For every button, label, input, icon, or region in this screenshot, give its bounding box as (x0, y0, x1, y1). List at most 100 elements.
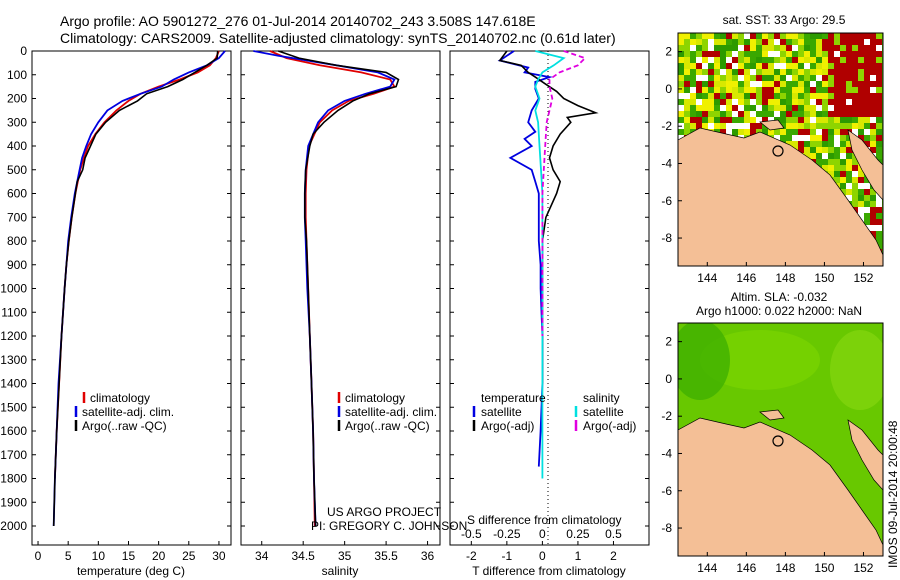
sst-cell (786, 81, 792, 87)
sst-cell (798, 87, 804, 93)
sst-cell (852, 189, 858, 195)
sst-cell (822, 81, 828, 87)
sst-cell (804, 57, 810, 63)
sst-cell (774, 81, 780, 87)
sst-cell (678, 69, 684, 75)
sst-cell (714, 123, 720, 129)
sst-cell (702, 33, 708, 39)
sst-cell (846, 57, 852, 63)
sst-cell (756, 63, 762, 69)
sst-cell (840, 63, 846, 69)
sst-cell (684, 75, 690, 81)
sst-cell (678, 129, 684, 135)
map-y-tick-label: -6 (661, 484, 672, 498)
sst-cell (684, 33, 690, 39)
sst-cell (876, 147, 882, 153)
sst-cell (876, 213, 882, 219)
sst-cell (780, 69, 786, 75)
sst-cell (750, 117, 756, 123)
sst-cell (858, 87, 864, 93)
sst-cell (756, 87, 762, 93)
sst-cell (876, 45, 882, 51)
sst-cell (780, 51, 786, 57)
legend-climatology: climatology (90, 391, 150, 405)
altim-land-manus (759, 409, 785, 421)
sst-cell (864, 135, 870, 141)
sst-cell (870, 75, 876, 81)
x-tick-label: 10 (92, 549, 106, 563)
sst-cell (840, 189, 846, 195)
sst-cell (696, 63, 702, 69)
map-x-tick-label: 152 (853, 271, 873, 285)
sst-cell (738, 51, 744, 57)
sst-cell (684, 117, 690, 123)
sst-cell (750, 129, 756, 135)
sst-cell (810, 147, 816, 153)
sst-cell (810, 123, 816, 129)
sst-cell (876, 201, 882, 207)
sst-cell (744, 93, 750, 99)
sst-cell (858, 183, 864, 189)
sst-cell (762, 45, 768, 51)
sst-cell (696, 75, 702, 81)
x-tick-label: 2 (610, 549, 617, 563)
series-line-satellite-adj-clim- (52, 50, 226, 527)
sst-cell (702, 45, 708, 51)
sst-cell (762, 75, 768, 81)
sst-cell (690, 33, 696, 39)
sst-cell (792, 117, 798, 123)
sst-cell (750, 81, 756, 87)
sst-cell (684, 51, 690, 57)
sst-cell (678, 75, 684, 81)
sst-cell (708, 123, 714, 129)
sst-cell (864, 207, 870, 213)
sst-cell (744, 39, 750, 45)
sst-cell (846, 39, 852, 45)
sst-cell (876, 99, 882, 105)
sst-cell (708, 57, 714, 63)
sst-cell (780, 39, 786, 45)
sst-cell (720, 51, 726, 57)
sst-cell (852, 93, 858, 99)
sst-cell (834, 99, 840, 105)
sst-cell (810, 75, 816, 81)
sst-cell (774, 45, 780, 51)
sst-cell (762, 117, 768, 123)
sst-cell (858, 195, 864, 201)
sst-cell (732, 45, 738, 51)
sst-cell (864, 219, 870, 225)
sst-cell (780, 57, 786, 63)
title-line-1: Argo profile: AO 5901272_276 01-Jul-2014… (60, 13, 536, 29)
sst-cell (828, 33, 834, 39)
sst-cell (720, 129, 726, 135)
sst-cell (846, 135, 852, 141)
sst-cell (750, 75, 756, 81)
sst-cell (840, 159, 846, 165)
sst-land-manus (759, 119, 785, 131)
sst-cell (804, 63, 810, 69)
sst-cell (798, 45, 804, 51)
sst-cell (702, 93, 708, 99)
sst-cell (750, 51, 756, 57)
sst-cell (696, 111, 702, 117)
sst-cell (720, 105, 726, 111)
sst-cell (852, 75, 858, 81)
sst-cell (840, 111, 846, 117)
legend-satellite-clim-s: satellite-adj. clim. (345, 405, 437, 419)
series-line-salinity-satellite (534, 50, 566, 479)
sst-cell (876, 105, 882, 111)
sst-cell (852, 183, 858, 189)
sst-cell (702, 75, 708, 81)
sst-cell (870, 57, 876, 63)
sst-cell (762, 81, 768, 87)
sst-cell (762, 39, 768, 45)
depth-tick-label: 1100 (1, 305, 27, 319)
legend-argo: Argo(..raw -QC) (82, 419, 167, 433)
sst-cell (846, 153, 852, 159)
sst-cell (708, 105, 714, 111)
sst-cell (852, 117, 858, 123)
sst-cell (744, 105, 750, 111)
sst-cell (834, 177, 840, 183)
sst-cell (726, 57, 732, 63)
x-tick-label: -1 (502, 549, 513, 563)
